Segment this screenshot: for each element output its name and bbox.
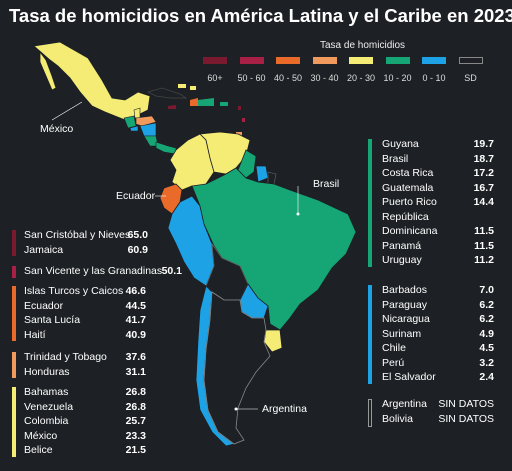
map-label-argentina: Argentina (262, 403, 307, 415)
country-name: Trinidad y Tobago (24, 351, 107, 363)
country-name: Guatemala (382, 181, 434, 194)
country-rate: 37.6 (125, 351, 146, 363)
country-rate: 65.0 (127, 229, 148, 241)
legend-label: 0 - 10 (422, 73, 446, 83)
country-name: Belice (24, 444, 53, 456)
country-name: Santa Lucía (24, 314, 81, 326)
country-name: Puerto Rico (382, 196, 437, 208)
country-name: Honduras (24, 365, 70, 378)
legend-swatch (422, 57, 446, 64)
country-rate: 46.6 (125, 285, 146, 297)
legend-title: Tasa de homicidios (320, 40, 406, 51)
legend-swatch (312, 57, 337, 64)
country-name: Surinam (382, 327, 422, 340)
country-name: Dominicana (382, 225, 438, 237)
country-name: Uruguay (382, 254, 422, 266)
legend-label: 60+ (207, 73, 223, 83)
map-label-ecuador: Ecuador (116, 190, 156, 202)
country-name: Jamaica (24, 243, 64, 256)
country-rate: 11.5 (474, 239, 494, 252)
country-rate: 23.3 (125, 429, 146, 442)
map-label-mexico: México (40, 123, 74, 135)
country-name: Guyana (382, 138, 419, 150)
map-label-brasil: Brasil (313, 178, 340, 190)
country-rate: SIN DATOS (438, 398, 494, 410)
legend-label: 40 - 50 (273, 73, 303, 83)
country-rate: 11.2 (474, 254, 494, 266)
legend-label: 10 - 20 (383, 73, 412, 83)
country-rate: 31.1 (125, 365, 146, 378)
group-color-bar (368, 399, 372, 427)
country-rate: 25.7 (125, 415, 146, 427)
country-name: República (382, 210, 429, 223)
country-rate: 17.2 (473, 167, 494, 179)
country-name: Bolivia (382, 412, 413, 425)
country-rate: 2.4 (479, 371, 494, 383)
country-name: Panamá (382, 239, 422, 252)
group-color-bar (368, 139, 372, 267)
country-rate: 19.7 (473, 138, 494, 150)
country-rate: 21.5 (125, 444, 146, 456)
country-name: Nicaragua (382, 313, 430, 325)
legend-swatch (458, 57, 483, 64)
country-rate: SIN DATOS (438, 412, 494, 425)
country-name: Chile (382, 342, 406, 354)
country-name: San Vicente y las Granadinas (24, 265, 163, 277)
legend-label: 20 - 30 (346, 73, 376, 83)
country-name: Venezuela (24, 400, 74, 413)
country-rate: 50.1 (161, 265, 182, 277)
country-rate: 6.2 (479, 298, 494, 311)
country-rate: 11.5 (474, 225, 494, 237)
country-rate: 4.5 (479, 342, 494, 354)
legend-swatch (203, 57, 227, 64)
legend-swatch (276, 57, 300, 64)
country-name: Argentina (382, 398, 427, 410)
legend-swatch (239, 57, 264, 64)
country-rate: 6.2 (479, 313, 494, 325)
country-name: Costa Rica (382, 167, 434, 179)
country-rate: 16.7 (473, 181, 494, 194)
group-color-bar (368, 285, 372, 384)
group-color-bar (12, 286, 16, 341)
country-rate: 3.2 (479, 356, 494, 369)
country-name: Paraguay (382, 298, 427, 311)
country-rate: 41.7 (125, 314, 146, 326)
country-name: Perú (382, 356, 405, 369)
country-name: San Cristóbal y Nieves (24, 229, 131, 241)
country-name: Bahamas (24, 386, 69, 398)
country-name: Colombia (24, 415, 69, 427)
country-rate: 26.8 (125, 400, 146, 413)
legend-label: 30 - 40 (310, 73, 339, 83)
country-rate: 26.8 (125, 386, 146, 398)
group-color-bar (12, 230, 16, 256)
country-rate: 7.0 (479, 284, 494, 296)
legend-label: SD (464, 73, 477, 83)
country-name: Islas Turcos y Caicos (24, 285, 124, 297)
country-rate: 40.9 (125, 328, 146, 341)
country-name: Haití (24, 328, 46, 341)
page-title: Tasa de homicidios en América Latina y e… (9, 5, 512, 26)
legend-swatch (385, 57, 410, 64)
legend-swatch (349, 57, 373, 64)
country-rate: 14.4 (473, 196, 494, 208)
country-name: Brasil (382, 152, 409, 165)
country-name: México (24, 429, 58, 442)
group-color-bar (12, 387, 16, 457)
country-name: Barbados (382, 284, 427, 296)
legend-label: 50 - 60 (237, 73, 266, 83)
country-rate: 4.9 (479, 327, 494, 340)
country-rate: 18.7 (473, 152, 494, 165)
country-name: Ecuador (24, 299, 64, 312)
group-color-bar (12, 352, 16, 378)
country-rate: 44.5 (125, 299, 146, 312)
country-rate: 60.9 (127, 243, 148, 256)
country-name: El Salvador (382, 371, 436, 383)
group-color-bar (12, 266, 16, 278)
